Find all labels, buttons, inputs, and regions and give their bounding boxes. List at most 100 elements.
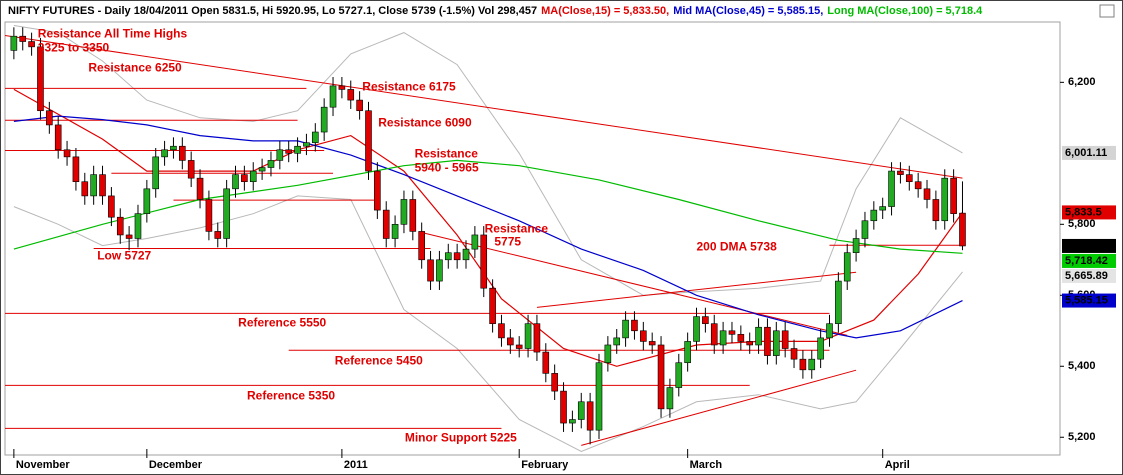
annotation: Reference 5350	[247, 389, 335, 403]
candle-body	[861, 220, 869, 239]
annotation: 3325 to 3350	[38, 40, 110, 54]
candle-body	[950, 177, 957, 214]
annotation: Resistance All Time Highs	[38, 27, 188, 41]
candle-body	[817, 337, 824, 360]
candle-body	[37, 46, 44, 112]
candle-body	[320, 106, 328, 133]
candle-body	[542, 351, 550, 374]
candle-body	[28, 41, 35, 48]
candle-body	[941, 177, 949, 222]
annotation: 200 DMA 5738	[697, 240, 778, 254]
candle-body	[81, 181, 89, 197]
legend-entry: Mid MA(Close,45) = 5,585.15,	[673, 5, 823, 17]
candle-body	[347, 89, 355, 101]
price-tag	[1062, 253, 1116, 268]
candle-body	[755, 326, 762, 346]
legend-entry: MA(Close,15) = 5,833.50,	[541, 5, 669, 17]
candle-body	[640, 330, 647, 342]
candle-body	[604, 344, 612, 364]
annotation: Resistance 6090	[378, 115, 472, 129]
y-tick-label: 5,400	[1068, 360, 1096, 372]
candle-body	[356, 99, 363, 112]
annotation: Resistance 6250	[88, 61, 182, 75]
annotation: Low 5727	[97, 248, 151, 262]
candle-body	[382, 209, 390, 239]
candle-body	[294, 145, 301, 154]
candle-body	[737, 334, 745, 342]
candle-body	[462, 248, 470, 261]
candle-body	[595, 362, 603, 431]
candle-body	[577, 401, 585, 420]
candle-body	[205, 199, 213, 232]
candle-body	[799, 358, 807, 371]
y-tick-label: 6,200	[1068, 76, 1096, 88]
price-tag	[1062, 145, 1116, 160]
candle-body	[249, 170, 257, 183]
candle-body	[72, 156, 80, 183]
candle-body	[613, 337, 621, 346]
candle-body	[648, 341, 656, 346]
candle-body	[710, 323, 718, 346]
trend-line	[536, 271, 857, 308]
price-tag-label: 5,739	[1065, 240, 1093, 252]
candle-body	[675, 362, 683, 388]
x-tick-label: 2011	[344, 459, 368, 471]
annotation: Resistance 6175	[362, 79, 456, 93]
candle-body	[143, 188, 151, 214]
price-tag-label: 5,718.42	[1065, 255, 1108, 267]
candle-body	[586, 401, 594, 431]
candle-body	[879, 206, 886, 211]
candle-body	[835, 280, 842, 324]
y-tick-label: 5,200	[1068, 431, 1096, 443]
candle-body	[684, 341, 691, 364]
candle-body	[418, 231, 425, 261]
candle-body	[374, 170, 381, 211]
x-tick-label: November	[16, 459, 71, 471]
annotation: Minor Support 5225	[405, 430, 517, 444]
candle-body	[728, 330, 736, 335]
candle-body	[10, 35, 18, 51]
candle-body	[187, 160, 195, 179]
candle-body	[90, 174, 97, 197]
trend-line	[4, 34, 963, 179]
candle-body	[631, 319, 638, 332]
candle-body	[63, 149, 71, 158]
candle-body	[790, 348, 798, 360]
candle-body	[19, 35, 27, 42]
candle-body	[498, 323, 505, 339]
candle-body	[693, 316, 700, 342]
candle-body	[905, 174, 913, 183]
candle-body	[808, 358, 816, 371]
candle-body	[524, 323, 532, 349]
candle-body	[46, 110, 53, 126]
candle-body	[161, 149, 168, 158]
legend-entry: Long MA(Close,100) = 5,718.4	[827, 5, 983, 17]
candle-body	[764, 326, 771, 356]
price-tag	[1062, 293, 1116, 308]
candle-body	[453, 252, 461, 261]
plot-area	[4, 21, 1061, 456]
annotation: Resistance	[485, 221, 549, 235]
candle-body	[719, 330, 727, 346]
candle-body	[914, 181, 922, 190]
label-layer: MA(Close,15) = 5,833.50, Mid MA(Close,45)…	[38, 5, 1116, 444]
candle-body	[152, 156, 160, 190]
candle-body	[480, 234, 488, 289]
candle-body	[533, 323, 541, 353]
price-tag-label: 5,585.15	[1065, 294, 1108, 306]
candle-body	[179, 145, 186, 161]
candle-body	[471, 234, 479, 250]
candle-body	[427, 259, 434, 282]
candle-body	[622, 319, 629, 339]
candle-body	[843, 252, 851, 282]
candle-body	[781, 330, 789, 349]
annotation: Reference 5450	[335, 353, 423, 367]
candle-body	[285, 149, 292, 154]
candle-body	[134, 213, 142, 239]
x-tick-label: February	[521, 459, 569, 471]
candle-body	[241, 174, 248, 183]
candle-body	[932, 199, 940, 222]
candle-body	[444, 252, 452, 261]
candle-body	[569, 419, 576, 424]
